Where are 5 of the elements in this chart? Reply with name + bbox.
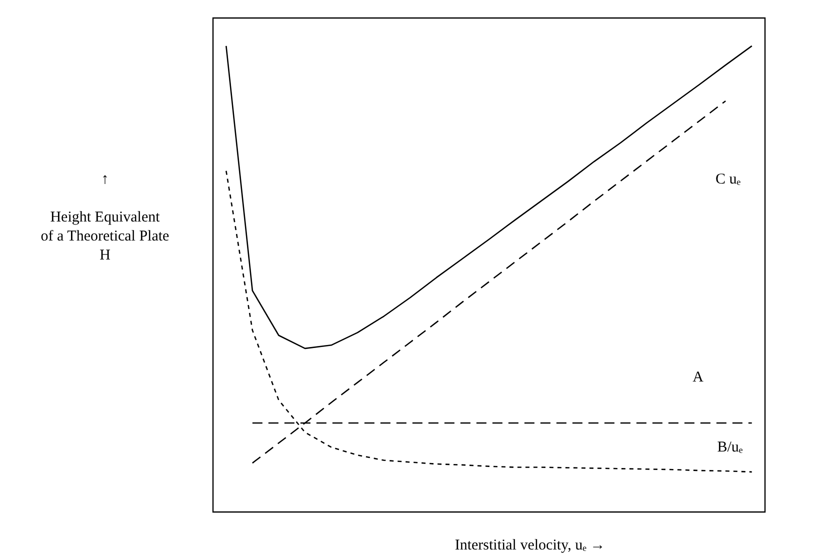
annotation: C uₑ: [715, 172, 741, 188]
x-axis-title: Interstitial velocity, uₑ →: [454, 538, 606, 554]
annotation: A: [692, 370, 704, 386]
text: ↑ Height Equivalent of a Theoretical Plate H: [40, 172, 170, 264]
annotation: B/uₑ: [717, 440, 743, 456]
